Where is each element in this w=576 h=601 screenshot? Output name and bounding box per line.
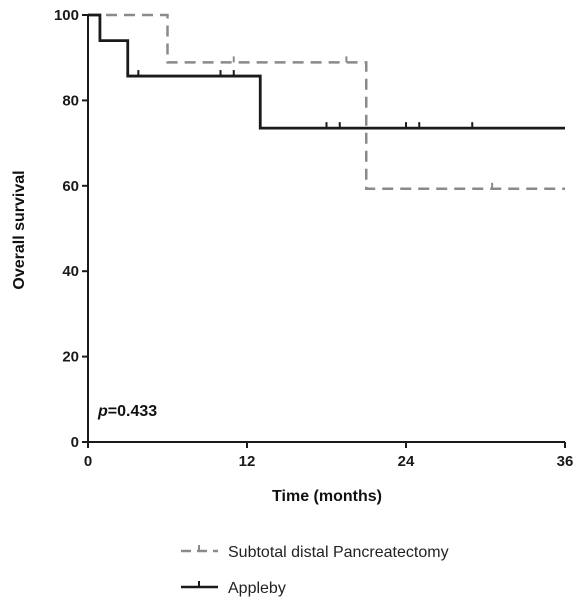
axes: 0 20 40 60 80 100 0 12 24 36 xyxy=(54,7,573,470)
x-tick-label: 24 xyxy=(398,453,415,470)
p-value-annotation: p=0.433 xyxy=(97,403,157,420)
y-tick-label: 0 xyxy=(71,434,79,451)
legend-label-appleby: Appleby xyxy=(228,580,286,597)
legend-entry-subtotal: Subtotal distal Pancreatectomy xyxy=(181,544,449,561)
x-tick-label: 12 xyxy=(239,453,256,470)
legend-label-subtotal: Subtotal distal Pancreatectomy xyxy=(228,544,449,561)
x-tick-label: 36 xyxy=(557,453,574,470)
p-value-letter: p xyxy=(97,403,108,420)
y-ticks: 0 20 40 60 80 100 xyxy=(54,7,88,451)
y-tick-label: 80 xyxy=(62,92,79,109)
x-tick-label: 0 xyxy=(84,453,92,470)
x-axis-title: Time (months) xyxy=(272,488,382,505)
y-tick-label: 40 xyxy=(62,263,79,280)
y-tick-label: 60 xyxy=(62,178,79,195)
series-line-subtotal xyxy=(88,13,565,191)
p-value-number: =0.433 xyxy=(108,403,157,420)
y-tick-label: 100 xyxy=(54,7,79,24)
y-axis-title: Overall survival xyxy=(11,170,28,289)
y-tick-label: 20 xyxy=(62,349,79,366)
x-ticks: 0 12 24 36 xyxy=(84,442,574,470)
legend: Subtotal distal Pancreatectomy Appleby xyxy=(181,544,449,597)
legend-entry-appleby: Appleby xyxy=(181,580,286,597)
series-line-appleby xyxy=(88,13,565,130)
plot-marks xyxy=(88,13,565,191)
